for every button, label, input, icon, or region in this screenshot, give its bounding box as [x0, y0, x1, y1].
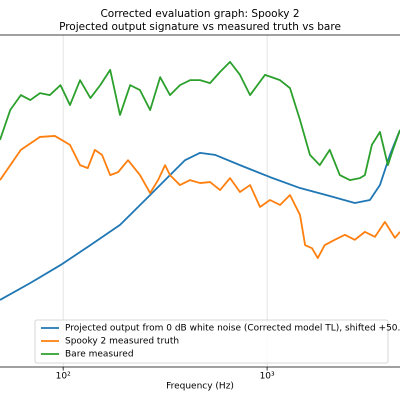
legend-box — [34, 319, 389, 364]
plot-background — [0, 35, 400, 367]
chart-title: Corrected evaluation graph: Spooky 2 — [100, 8, 299, 20]
x-axis-label: Frequency (Hz) — [166, 382, 234, 392]
chart-subtitle: Projected output signature vs measured t… — [59, 21, 341, 33]
series-line — [0, 135, 400, 259]
x-tick-label: 10² — [56, 372, 71, 382]
x-tick-label: 10³ — [260, 372, 275, 382]
series-line — [0, 129, 400, 301]
legend-label: Bare measured — [65, 350, 134, 360]
series-line — [0, 60, 400, 181]
legend-label: Projected output from 0 dB white noise (… — [65, 324, 400, 334]
legend-label: Spooky 2 measured truth — [65, 337, 179, 347]
